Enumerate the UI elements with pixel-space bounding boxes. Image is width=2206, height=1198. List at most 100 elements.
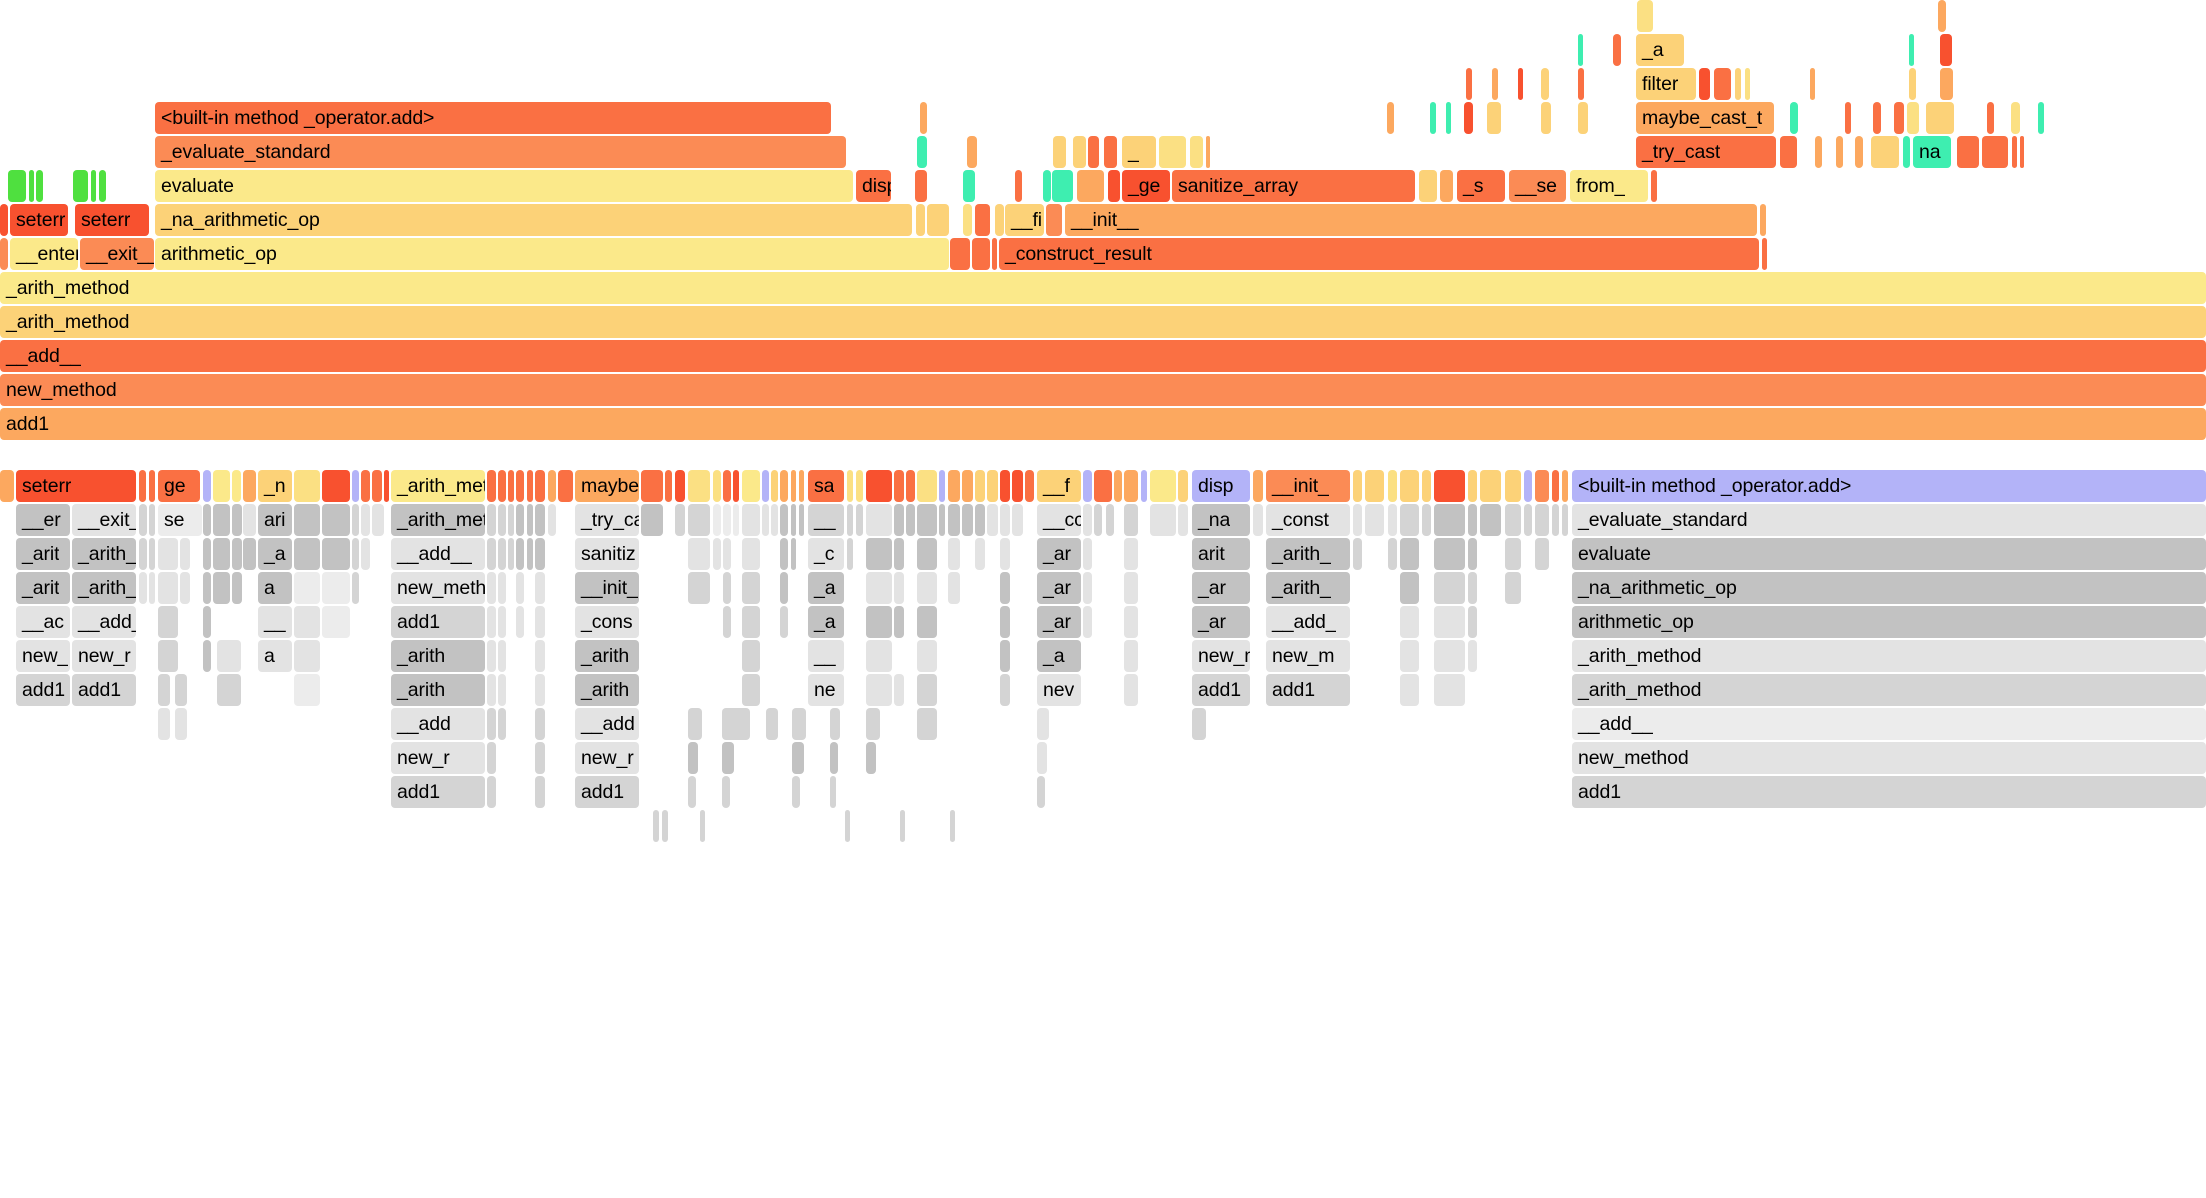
callee-frame[interactable] [847, 470, 853, 502]
callee-frame[interactable]: a [158, 640, 178, 672]
callee-frame[interactable] [662, 810, 668, 842]
callee-frame[interactable]: _a [1037, 640, 1081, 672]
callee-frame[interactable]: . [498, 538, 506, 570]
caller-frame[interactable] [963, 170, 975, 202]
callee-frame[interactable] [139, 470, 146, 502]
callee-frame[interactable]: . [516, 572, 524, 604]
callee-frame[interactable]: _ [866, 470, 892, 502]
callee-frame[interactable]: m [322, 470, 350, 502]
caller-frame[interactable] [0, 238, 8, 270]
callee-frame[interactable]: . [1083, 504, 1092, 536]
callee-frame[interactable]: a [917, 538, 937, 570]
callee-frame[interactable] [856, 470, 863, 502]
callee-frame[interactable] [1012, 470, 1023, 502]
callee-frame[interactable] [1000, 504, 1010, 536]
callee-frame[interactable] [243, 538, 256, 570]
callee-frame[interactable]: a [158, 708, 170, 740]
callee-frame[interactable]: add1 [391, 776, 485, 808]
callee-frame[interactable] [906, 504, 915, 536]
callee-frame[interactable]: add1 [1192, 674, 1250, 706]
callee-frame[interactable]: _a [213, 538, 230, 570]
caller-frame[interactable] [1940, 68, 1953, 100]
callee-frame[interactable]: r [766, 708, 778, 740]
caller-frame[interactable] [967, 136, 977, 168]
callee-frame[interactable] [742, 640, 760, 672]
caller-frame[interactable]: . [1894, 102, 1904, 134]
callee-frame[interactable]: ac [1400, 640, 1419, 672]
callee-frame[interactable] [791, 504, 796, 536]
callee-frame[interactable] [1124, 504, 1138, 536]
callee-frame[interactable] [1552, 470, 1559, 502]
callee-frame[interactable]: . [742, 504, 760, 536]
callee-frame[interactable] [1524, 470, 1532, 502]
caller-frame[interactable] [1387, 102, 1394, 134]
callee-frame[interactable]: _arith_ [1266, 572, 1350, 604]
callee-frame[interactable]: a [688, 742, 698, 774]
callee-frame[interactable]: . [1365, 504, 1384, 536]
callee-frame[interactable] [722, 742, 734, 774]
callee-frame[interactable] [1468, 640, 1477, 672]
callee-frame[interactable]: . [1012, 504, 1023, 536]
callee-frame[interactable]: __init_ [575, 572, 639, 604]
callee-frame[interactable] [675, 470, 685, 502]
caller-frame[interactable]: _construct_result [999, 238, 1759, 270]
callee-frame[interactable]: _ [866, 572, 892, 604]
callee-frame[interactable]: . [1353, 538, 1362, 570]
callee-frame[interactable] [939, 504, 945, 536]
callee-frame[interactable]: _arith [391, 640, 485, 672]
callee-frame[interactable] [384, 470, 389, 502]
callee-frame[interactable]: . [948, 572, 960, 604]
callee-frame[interactable]: . [975, 504, 985, 536]
caller-frame[interactable]: arithmetic_op [155, 238, 949, 270]
callee-frame[interactable]: _ [149, 538, 155, 570]
callee-frame[interactable]: a [175, 708, 187, 740]
caller-frame[interactable] [1073, 136, 1086, 168]
callee-frame[interactable] [508, 538, 514, 570]
callee-frame[interactable] [487, 572, 496, 604]
callee-frame[interactable]: add [917, 674, 937, 706]
callee-frame[interactable]: add1 [16, 674, 70, 706]
callee-frame[interactable] [780, 606, 788, 638]
callee-frame[interactable] [243, 504, 256, 536]
caller-frame[interactable] [1938, 0, 1946, 32]
callee-frame[interactable] [1524, 504, 1532, 536]
callee-frame[interactable] [847, 538, 853, 570]
callee-frame[interactable]: f [535, 504, 545, 536]
callee-frame[interactable]: _arith [391, 674, 485, 706]
callee-frame[interactable]: _ [1124, 538, 1138, 570]
callee-frame[interactable]: _ [139, 538, 147, 570]
callee-frame[interactable]: . [213, 504, 230, 536]
caller-frame[interactable] [1541, 68, 1549, 100]
callee-frame[interactable] [1106, 504, 1114, 536]
callee-frame[interactable]: a [1192, 708, 1206, 740]
caller-frame[interactable] [1909, 68, 1916, 100]
callee-frame[interactable] [742, 674, 760, 706]
callee-frame[interactable] [1505, 572, 1521, 604]
callee-frame[interactable] [799, 504, 804, 536]
callee-frame[interactable]: . [742, 572, 760, 604]
callee-frame[interactable] [548, 504, 556, 536]
caller-frame[interactable] [1637, 0, 1653, 32]
callee-frame[interactable]: r [158, 674, 170, 706]
callee-frame[interactable]: . [180, 538, 190, 570]
callee-frame[interactable] [939, 470, 945, 502]
callee-frame[interactable]: se [158, 504, 202, 536]
callee-frame[interactable] [1505, 504, 1521, 536]
caller-frame[interactable] [1903, 136, 1910, 168]
caller-frame[interactable] [1143, 136, 1155, 168]
callee-frame[interactable] [1422, 504, 1431, 536]
callee-frame[interactable]: _ar [1037, 606, 1081, 638]
callee-frame[interactable]: ne [808, 674, 844, 706]
caller-frame[interactable]: r [1957, 136, 1979, 168]
callee-frame[interactable] [1178, 470, 1188, 502]
caller-frame[interactable]: < [975, 204, 990, 236]
callee-frame[interactable]: a [792, 742, 804, 774]
callee-frame[interactable]: s [866, 504, 892, 536]
callee-frame[interactable]: . [1535, 470, 1549, 502]
callee-frame[interactable]: n [1000, 674, 1010, 706]
callee-frame[interactable] [894, 470, 904, 502]
callee-frame[interactable] [203, 640, 211, 672]
callee-frame[interactable]: . [498, 674, 506, 706]
callee-frame[interactable]: _a [917, 606, 937, 638]
callee-frame[interactable]: _ [1094, 470, 1112, 502]
